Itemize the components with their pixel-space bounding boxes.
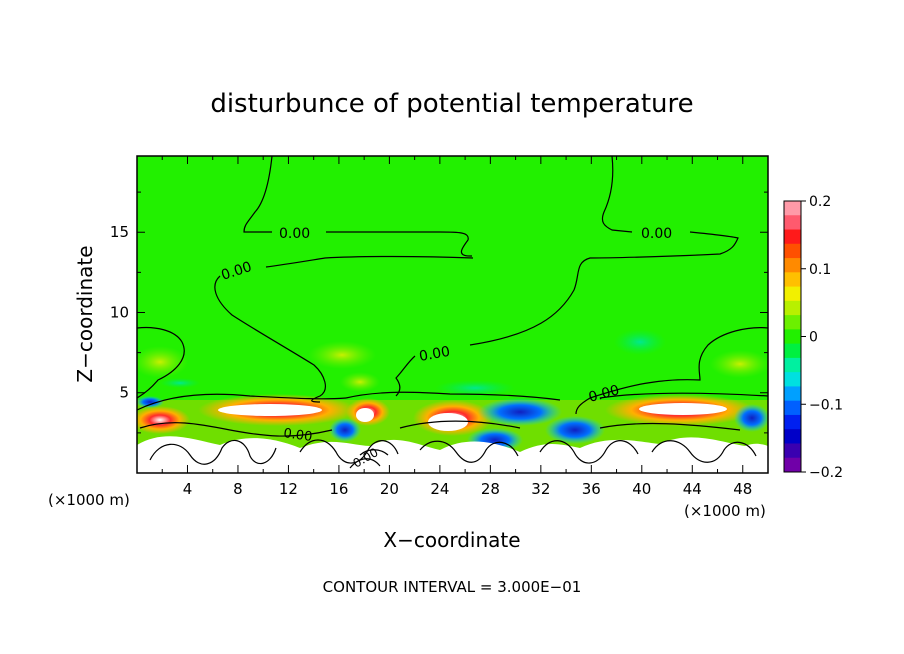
colorbar-swatch <box>784 429 801 444</box>
y-tick-label: 5 <box>119 384 129 402</box>
contour-lines <box>137 156 768 469</box>
colorbar-swatch <box>784 272 801 288</box>
chart-title: disturbunce of potential temperature <box>210 89 693 119</box>
colorbar-swatch <box>784 400 801 416</box>
x-tick-label: 32 <box>531 480 550 498</box>
colorbar-tick-label: −0.1 <box>809 397 843 413</box>
x-unit-label: (×1000 m) <box>48 491 130 509</box>
colorbar-tick-label: 0.2 <box>809 194 831 210</box>
colorbar-swatch <box>784 201 801 216</box>
x-tick-label: 44 <box>683 480 702 498</box>
x-tick-label: 12 <box>279 480 298 498</box>
colorbar-swatch <box>784 329 801 345</box>
colorbar-swatch <box>784 315 801 330</box>
colorbar-swatch <box>784 357 801 373</box>
colorbar-swatch <box>784 215 801 231</box>
x-tick-label: 20 <box>380 480 399 498</box>
boundary-layer <box>137 394 768 473</box>
y-tick-label: 15 <box>110 223 129 241</box>
x-axis: 4 8 12 16 20 24 28 32 36 40 44 48 <box>161 156 752 498</box>
colorbar-swatch <box>784 286 801 302</box>
mid-level-anomalies <box>137 329 768 396</box>
colorbar: 0.2 0.1 0 −0.1 −0.2 <box>784 194 843 481</box>
colorbar-tick-label: 0.1 <box>809 262 831 278</box>
colorbar-tick-label: 0 <box>809 330 818 346</box>
x-tick-label: 48 <box>733 480 752 498</box>
colorbar-swatch <box>784 372 801 387</box>
colorbar-swatch <box>784 414 801 430</box>
contour-label: 0.00 <box>641 226 672 242</box>
colorbar-swatch <box>784 343 801 359</box>
colorbar-swatch <box>784 457 801 473</box>
contour-label: 0.00 <box>587 382 621 406</box>
colorbar-swatch <box>784 386 801 402</box>
colorbar-swatch <box>784 300 801 316</box>
plot-frame <box>136 155 769 474</box>
field-area: 0.00 0.00 0.00 0.00 0.00 0.00 0.00 <box>137 156 768 473</box>
y-tick-label: 10 <box>110 303 129 321</box>
x-unit-label-right: (×1000 m) <box>684 502 766 520</box>
contour-label: 0.00 <box>418 344 451 365</box>
x-tick-label: 4 <box>183 480 193 498</box>
colorbar-swatch <box>784 229 801 245</box>
colorbar-tick-label: −0.2 <box>809 465 843 481</box>
y-axis: 5 10 15 <box>110 191 768 434</box>
x-tick-label: 36 <box>582 480 601 498</box>
x-axis-label: X−coordinate <box>383 528 520 552</box>
x-tick-label: 40 <box>632 480 651 498</box>
x-tick-label: 16 <box>329 480 348 498</box>
colorbar-swatch <box>784 258 801 273</box>
contour-label: 0.00 <box>282 426 313 445</box>
x-tick-label: 28 <box>481 480 500 498</box>
colorbar-swatch <box>784 443 801 459</box>
contour-interval-note: CONTOUR INTERVAL = 3.000E−01 <box>323 578 582 596</box>
y-axis-label: Z−coordinate <box>73 245 97 382</box>
contour-label: 0.00 <box>279 226 310 242</box>
x-tick-label: 8 <box>233 480 243 498</box>
colorbar-swatch <box>784 243 801 259</box>
x-tick-label: 24 <box>430 480 449 498</box>
colorbar-frame <box>783 200 802 473</box>
